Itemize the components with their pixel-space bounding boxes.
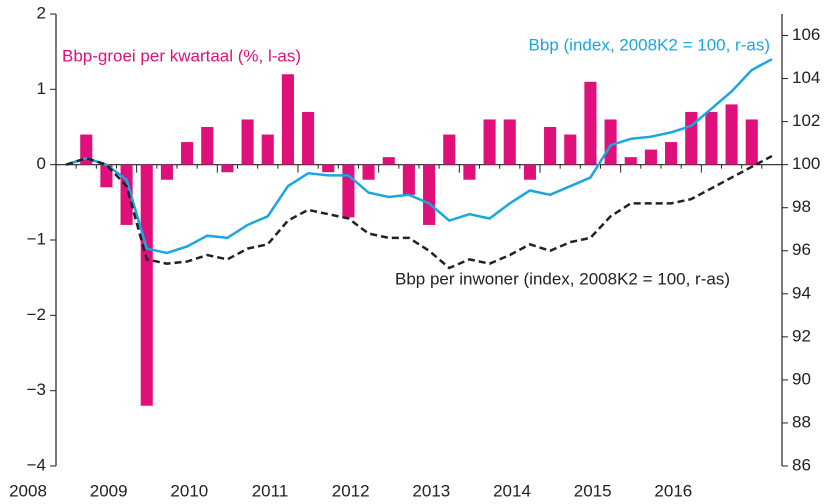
line-annotation: Bbp per inwoner (index, 2008K2 = 100, r-… — [395, 269, 730, 288]
bar — [80, 134, 93, 165]
bar — [564, 134, 577, 165]
y-tick-label: −1 — [27, 229, 46, 248]
bar — [423, 164, 436, 225]
x-tick-label: 2009 — [90, 481, 128, 500]
y-tick-label: −2 — [27, 305, 46, 324]
bar — [503, 119, 516, 165]
bar — [604, 119, 617, 165]
bar — [745, 119, 758, 165]
bar — [483, 119, 496, 165]
y2-tick-label: 92 — [792, 326, 811, 345]
x-tick-label: 2013 — [412, 481, 450, 500]
bar — [463, 164, 476, 180]
bar — [302, 111, 315, 165]
line-annotation: Bbp (index, 2008K2 = 100, r-as) — [529, 35, 770, 54]
y2-tick-label: 106 — [792, 25, 820, 44]
x-tick-label: 2014 — [493, 481, 531, 500]
y2-tick-label: 90 — [792, 369, 811, 388]
x-tick-label: 2011 — [252, 481, 289, 500]
x-tick-label: 2012 — [332, 481, 370, 500]
bar — [544, 127, 557, 165]
bar — [140, 164, 153, 406]
bar — [725, 104, 738, 165]
y2-tick-label: 96 — [792, 240, 811, 259]
bar — [342, 164, 355, 218]
bar — [685, 111, 698, 165]
line — [65, 58, 773, 255]
bar — [443, 134, 456, 165]
bar — [382, 157, 395, 165]
bar — [221, 164, 234, 173]
y-tick-label: −4 — [27, 455, 46, 474]
bar — [665, 142, 678, 165]
bar — [261, 134, 274, 165]
bar — [160, 164, 173, 180]
y2-tick-label: 104 — [792, 68, 820, 87]
y2-tick-label: 94 — [792, 283, 811, 302]
bar — [322, 164, 335, 173]
bar — [120, 164, 133, 225]
bar — [362, 164, 375, 180]
x-tick-label: 2008 — [9, 481, 47, 500]
bar — [181, 142, 194, 165]
bar — [523, 164, 536, 180]
x-tick-label: 2016 — [654, 481, 692, 500]
x-tick-label: 2015 — [574, 481, 612, 500]
bar — [624, 157, 637, 165]
bar — [402, 164, 415, 195]
y2-tick-label: 86 — [792, 455, 811, 474]
y2-tick-label: 102 — [792, 111, 820, 130]
y2-tick-label: 100 — [792, 154, 820, 173]
bar-annotation: Bbp-groei per kwartaal (%, l-as) — [62, 46, 301, 65]
bar — [705, 111, 718, 165]
y2-tick-label: 88 — [792, 412, 811, 431]
y-tick-label: 2 — [37, 3, 46, 22]
y-tick-label: 0 — [37, 154, 46, 173]
bar — [100, 164, 113, 188]
bar — [201, 127, 214, 165]
x-tick-label: 2010 — [170, 481, 208, 500]
y-tick-label: 1 — [37, 79, 46, 98]
bar — [281, 74, 294, 165]
bar — [644, 149, 657, 165]
y2-tick-label: 98 — [792, 197, 811, 216]
bar — [584, 81, 597, 165]
bar — [241, 119, 254, 165]
y-tick-label: −3 — [27, 380, 46, 399]
